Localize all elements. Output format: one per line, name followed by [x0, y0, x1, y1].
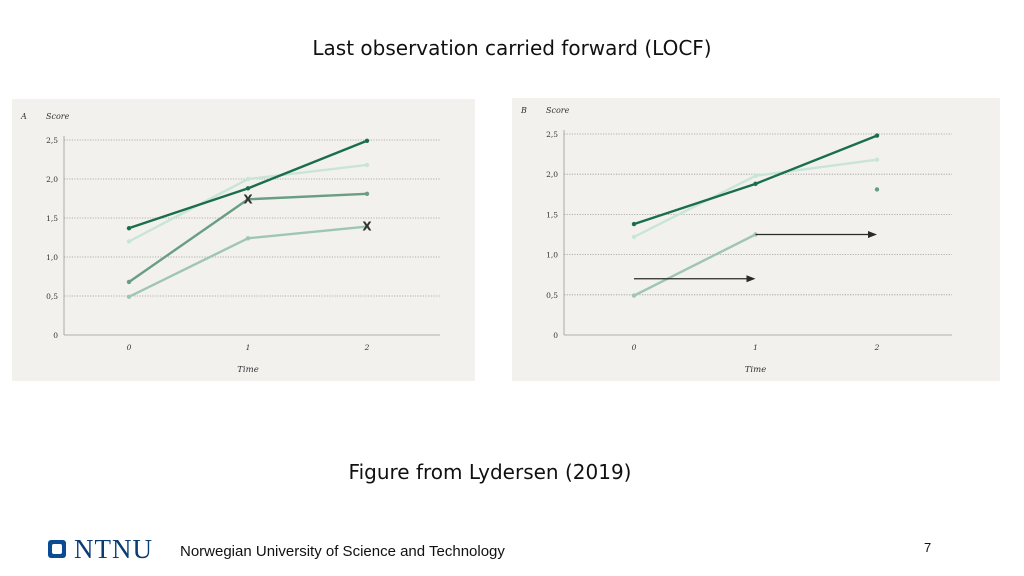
series-line — [754, 158, 879, 178]
y-tick-label: 0,5 — [546, 291, 558, 300]
panel-label: A — [20, 112, 27, 121]
data-point — [364, 138, 370, 143]
series-line — [632, 233, 757, 297]
chart-a-svg: A Score 0 0,5 1,0 1,5 2,0 2,5 0 1 2 Time X X — [20, 112, 440, 375]
series-line — [246, 225, 369, 240]
series-line — [632, 174, 757, 239]
data-point — [631, 293, 637, 298]
footer-university-name: Norwegian University of Science and Tech… — [180, 543, 505, 560]
y-tick-label: 0 — [553, 331, 558, 340]
data-point — [245, 176, 251, 182]
chart-panel-b: B Score 0 0,5 1,0 1,5 2,0 2,5 0 1 2 Time — [512, 98, 1000, 381]
slide-title: Last observation carried forward (LOCF) — [312, 36, 712, 60]
x-axis-title: Time — [237, 365, 258, 375]
y-tick-label: 0 — [53, 331, 58, 340]
data-point — [126, 294, 132, 299]
series-line — [127, 198, 250, 284]
data-point — [631, 221, 637, 227]
data-point — [245, 236, 251, 241]
series-line — [127, 187, 250, 230]
x-tick-label: 1 — [753, 343, 758, 352]
panel-label: B — [520, 106, 527, 115]
series-line — [246, 192, 369, 201]
data-point — [364, 162, 370, 168]
data-point — [753, 181, 758, 187]
chart-b-svg: B Score 0 0,5 1,0 1,5 2,0 2,5 0 1 2 Time — [520, 106, 952, 375]
series-line — [127, 177, 250, 243]
x-tick-label: 0 — [127, 343, 132, 352]
y-tick-label: 2,0 — [546, 170, 558, 179]
ntnu-logo-text: NTNU — [74, 533, 153, 564]
locf-arrow-head — [746, 275, 756, 283]
data-point — [753, 173, 758, 179]
y-tick-label: 1,5 — [546, 210, 558, 219]
data-point — [631, 234, 637, 240]
y-tick-label: 1,5 — [46, 214, 58, 223]
y-tick-label: 0,5 — [46, 292, 58, 301]
ntnu-logo-icon — [48, 540, 66, 558]
y-tick-label: 2,5 — [546, 130, 558, 139]
series-line — [127, 237, 250, 298]
x-tick-label: 0 — [632, 343, 637, 352]
chart-panel-a: A Score 0 0,5 1,0 1,5 2,0 2,5 0 1 2 Time X X — [12, 99, 475, 381]
x-tick-label: 2 — [364, 343, 370, 352]
x-tick-label: 1 — [246, 343, 251, 352]
data-point — [245, 197, 251, 202]
data-point — [874, 133, 880, 138]
dropout-marker: X — [362, 220, 372, 234]
series-line — [246, 163, 369, 181]
y-axis-title: Score — [46, 112, 70, 121]
data-point — [245, 186, 251, 191]
ntnu-logo: NTNU — [48, 533, 153, 564]
dropout-marker: X — [243, 192, 253, 206]
data-point — [874, 187, 880, 192]
data-point — [126, 225, 132, 231]
series-line — [246, 139, 369, 190]
data-point — [874, 157, 880, 162]
data-point — [126, 239, 132, 244]
figure-caption: Figure from Lydersen (2019) — [348, 460, 632, 484]
locf-arrow-head — [868, 231, 877, 238]
x-axis-title: Time — [745, 365, 766, 375]
series-line — [754, 134, 879, 186]
y-tick-label: 1,0 — [546, 251, 558, 260]
series-line — [632, 182, 757, 226]
y-tick-label: 2,5 — [46, 136, 58, 145]
x-tick-label: 2 — [874, 343, 880, 352]
y-axis-title: Score — [546, 106, 570, 115]
y-tick-label: 2,0 — [46, 175, 58, 184]
data-point — [364, 224, 370, 229]
y-tick-label: 1,0 — [46, 253, 58, 262]
data-point — [364, 191, 370, 197]
data-point — [126, 279, 132, 285]
page-number: 7 — [924, 540, 932, 555]
